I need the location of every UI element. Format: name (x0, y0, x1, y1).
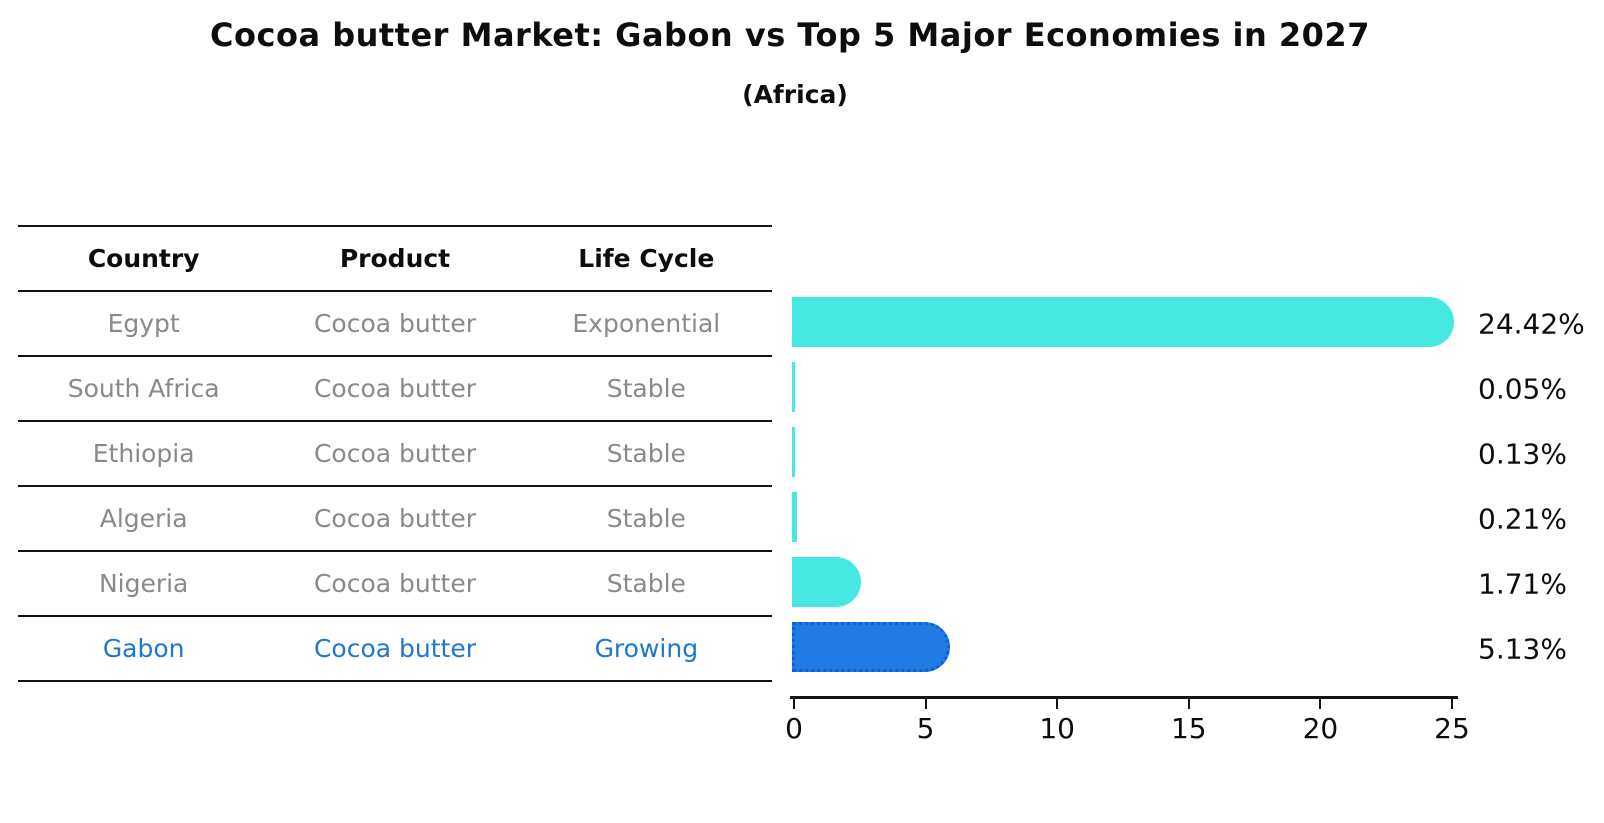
cell-product: Cocoa butter (313, 374, 477, 403)
value-label-nigeria: 1.71% (1478, 567, 1567, 601)
cell-country: Gabon (102, 634, 185, 663)
cell-country: Ethiopia (92, 439, 195, 468)
cell-country: Algeria (99, 504, 188, 533)
x-axis-tick (1056, 699, 1059, 709)
x-axis-tick (1451, 699, 1453, 709)
bar-ethiopia (792, 427, 796, 477)
bar-gabon (792, 622, 951, 672)
cell-life-cycle: Stable (606, 374, 686, 403)
cell-country: Nigeria (98, 569, 189, 598)
table-row: Nigeria Cocoa butter Stable (18, 550, 772, 615)
x-axis-tick-label: 25 (1434, 712, 1470, 745)
table-header-row: Country Product Life Cycle (18, 225, 772, 290)
value-label-algeria: 0.21% (1478, 502, 1567, 536)
x-axis-tick (1319, 699, 1322, 709)
table-row: Ethiopia Cocoa butter Stable (18, 420, 772, 485)
bar-south-africa (792, 362, 795, 412)
x-axis-tick (1187, 699, 1190, 709)
table-row: South Africa Cocoa butter Stable (18, 355, 772, 420)
cell-life-cycle: Stable (606, 504, 686, 533)
x-axis-tick (924, 699, 927, 709)
table-row: Egypt Cocoa butter Exponential (18, 290, 772, 355)
column-header-product: Product (339, 244, 451, 273)
chart-title: Cocoa butter Market: Gabon vs Top 5 Majo… (210, 16, 1370, 54)
bar-nigeria (792, 557, 861, 607)
x-axis-tick-label: 20 (1302, 712, 1339, 745)
x-axis-tick-label: 15 (1170, 712, 1207, 745)
cell-product: Cocoa butter (313, 309, 477, 338)
value-label-egypt: 24.42% (1478, 307, 1585, 341)
cell-country: Egypt (107, 309, 180, 338)
value-label-gabon: 5.13% (1478, 632, 1567, 666)
bar-egypt (792, 297, 1455, 347)
cell-product: Cocoa butter (313, 439, 477, 468)
cell-life-cycle: Stable (606, 439, 686, 468)
cell-country: South Africa (67, 374, 220, 403)
x-axis-tick-label: 5 (916, 712, 935, 745)
table-row-gabon-highlighted: Gabon Cocoa butter Growing (18, 615, 772, 682)
cell-life-cycle: Growing (594, 634, 699, 663)
cell-life-cycle: Exponential (572, 309, 721, 338)
x-axis-tick-label: 10 (1039, 712, 1076, 745)
x-axis-tick (793, 699, 795, 709)
column-header-life-cycle: Life Cycle (578, 244, 715, 273)
cell-life-cycle: Stable (606, 569, 686, 598)
column-header-country: Country (87, 244, 200, 273)
value-label-ethiopia: 0.13% (1478, 437, 1567, 471)
country-table: Country Product Life Cycle Egypt Cocoa b… (18, 225, 772, 682)
value-label-south-africa: 0.05% (1478, 372, 1567, 406)
cell-product: Cocoa butter (313, 504, 477, 533)
chart-subtitle: (Africa) (742, 80, 848, 109)
x-axis-tick-label: 0 (785, 712, 803, 745)
cell-product: Cocoa butter (313, 569, 477, 598)
bar-algeria (792, 492, 798, 542)
x-axis-line (790, 696, 1458, 699)
cell-product: Cocoa butter (313, 634, 477, 663)
table-row: Algeria Cocoa butter Stable (18, 485, 772, 550)
